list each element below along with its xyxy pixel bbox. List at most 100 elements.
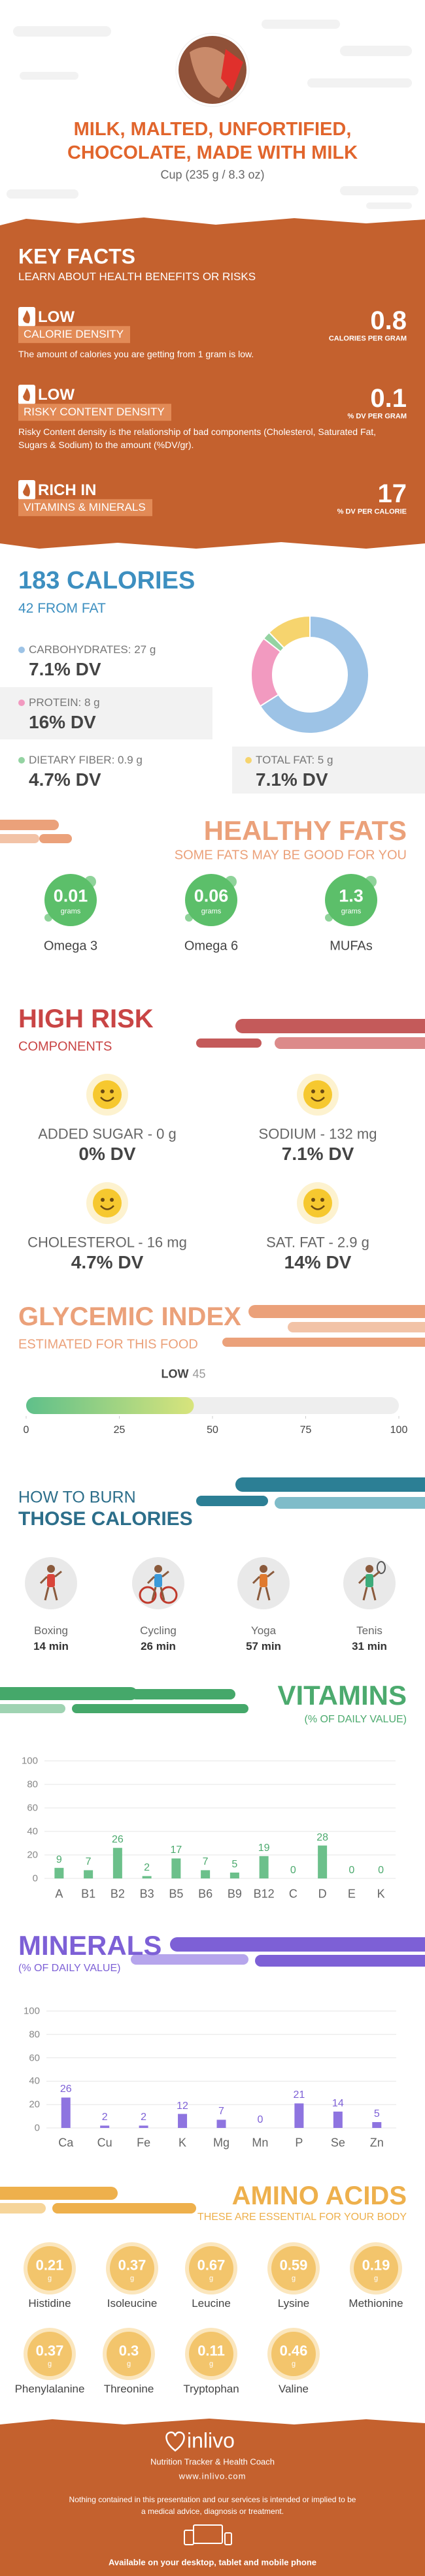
section-title: HOW TO BURN	[18, 1488, 136, 1507]
y-tick-label: 0	[32, 1873, 38, 1884]
amino-unit: g	[209, 2360, 214, 2368]
amino-circle	[271, 2246, 316, 2291]
amino-name: Leucine	[192, 2297, 231, 2310]
fact-unit: CALORIES PER GRAM	[328, 334, 407, 343]
fat-circle	[325, 874, 377, 926]
section-title: VITAMINS	[277, 1679, 407, 1711]
value-label: 9	[56, 1854, 62, 1865]
photo	[221, 49, 243, 91]
smiley	[303, 1080, 332, 1109]
x-tick-label: B3	[139, 1887, 154, 1901]
fat-unit: grams	[341, 907, 362, 916]
amino-unit: g	[47, 2274, 52, 2283]
gi-bar	[26, 1397, 194, 1414]
legend-background	[232, 747, 425, 794]
level: LOW	[38, 308, 75, 327]
risk-dv: 14% DV	[284, 1251, 352, 1272]
value-label: 28	[316, 1831, 329, 1843]
amino-unit: g	[291, 2360, 296, 2368]
legend-swatch	[18, 700, 25, 706]
icon	[39, 1570, 62, 1601]
decoration	[340, 186, 418, 195]
amino-unit: g	[126, 2360, 131, 2368]
bar	[333, 2111, 343, 2128]
y-tick-label: 20	[29, 2099, 40, 2110]
smiley-mouth	[311, 1205, 325, 1210]
x-tick-label: Mn	[252, 2136, 269, 2149]
amino-unit: g	[209, 2274, 214, 2283]
smiley-mouth	[311, 1097, 325, 1102]
url: www.inlivo.com	[178, 2471, 246, 2481]
bar	[100, 2125, 110, 2128]
decoration	[307, 78, 412, 88]
fat-unit: grams	[201, 907, 222, 916]
risk-label: CHOLESTEROL - 16 mg	[27, 1234, 187, 1251]
value-label: 26	[60, 2084, 72, 2095]
activity-name: Boxing	[34, 1624, 68, 1637]
smiley-eye	[311, 1198, 315, 1202]
value-label: 12	[177, 2100, 188, 2112]
availability: Available on your desktop, tablet and mo…	[108, 2557, 317, 2568]
activity-time: 31 min	[352, 1640, 387, 1653]
amino-value: 0.59	[279, 2257, 308, 2274]
photo	[190, 47, 231, 98]
amino-value: 0.19	[362, 2257, 390, 2274]
amino-value: 0.67	[197, 2257, 226, 2274]
decoration	[275, 1037, 425, 1049]
value-label: 0	[257, 2114, 264, 2125]
activity-time: 57 min	[246, 1640, 281, 1653]
decoration	[72, 1704, 248, 1713]
amino-unit: g	[291, 2274, 296, 2283]
activity-name: Tenis	[356, 1624, 382, 1637]
section-subtitle: THOSE CALORIES	[18, 1507, 193, 1530]
y-tick-label: 80	[27, 1779, 38, 1790]
amino-unit: g	[373, 2274, 379, 2283]
gi-level: LOW	[161, 1367, 189, 1381]
smiley-eye	[110, 1198, 114, 1202]
y-tick-label: 20	[27, 1849, 38, 1861]
section-title: AMINO ACIDS	[231, 2182, 407, 2210]
value-label: 14	[332, 2097, 344, 2109]
section-title: HEALTHY FATS	[203, 814, 407, 846]
amino-circle	[189, 2332, 233, 2376]
fact-description: Risky Content density is the relationshi…	[18, 427, 377, 450]
x-tick-label: B12	[253, 1887, 275, 1901]
fact-name: CALORIE DENSITY	[18, 326, 131, 343]
x-tick-label: E	[347, 1887, 356, 1901]
x-tick-label: K	[178, 2136, 187, 2149]
y-tick-label: 40	[27, 1826, 38, 1837]
amino-name: Threonine	[103, 2383, 154, 2396]
amino-unit: g	[129, 2274, 135, 2283]
value-label: 17	[170, 1844, 182, 1856]
x-tick-label: Cu	[97, 2136, 112, 2149]
value-label: 26	[111, 1833, 124, 1845]
level-icon	[23, 310, 30, 323]
bar	[139, 2125, 148, 2128]
icon	[146, 1570, 169, 1601]
icon	[160, 1586, 178, 1604]
decoration	[222, 1338, 425, 1347]
bar	[54, 1867, 64, 1878]
fact-unit: % DV PER CALORIE	[337, 507, 407, 516]
bar	[178, 2114, 188, 2128]
legend-swatch	[18, 647, 25, 653]
x-tick-label: C	[288, 1887, 298, 1901]
icon	[47, 1565, 55, 1573]
section-title: KEY FACTS	[18, 244, 135, 268]
amino-value: 0.3	[118, 2342, 139, 2359]
activity-name: Yoga	[250, 1624, 277, 1637]
fat-name: Omega 3	[43, 939, 98, 954]
decoration	[13, 26, 111, 37]
decoration	[235, 1019, 425, 1033]
x-tick-label: A	[55, 1887, 63, 1901]
smiley-eye	[101, 1198, 105, 1202]
legend-background	[0, 687, 212, 739]
value-label: 2	[141, 2112, 147, 2123]
icon	[154, 1574, 162, 1587]
section-subtitle: (% OF DAILY VALUE)	[18, 1962, 121, 1974]
fat-value: 0.01	[53, 886, 88, 906]
fat-circle	[185, 874, 237, 926]
legend-label: TOTAL FAT: 5 g	[256, 754, 333, 767]
section-subtitle: LEARN ABOUT HEALTH BENEFITS OR RISKS	[18, 270, 256, 283]
